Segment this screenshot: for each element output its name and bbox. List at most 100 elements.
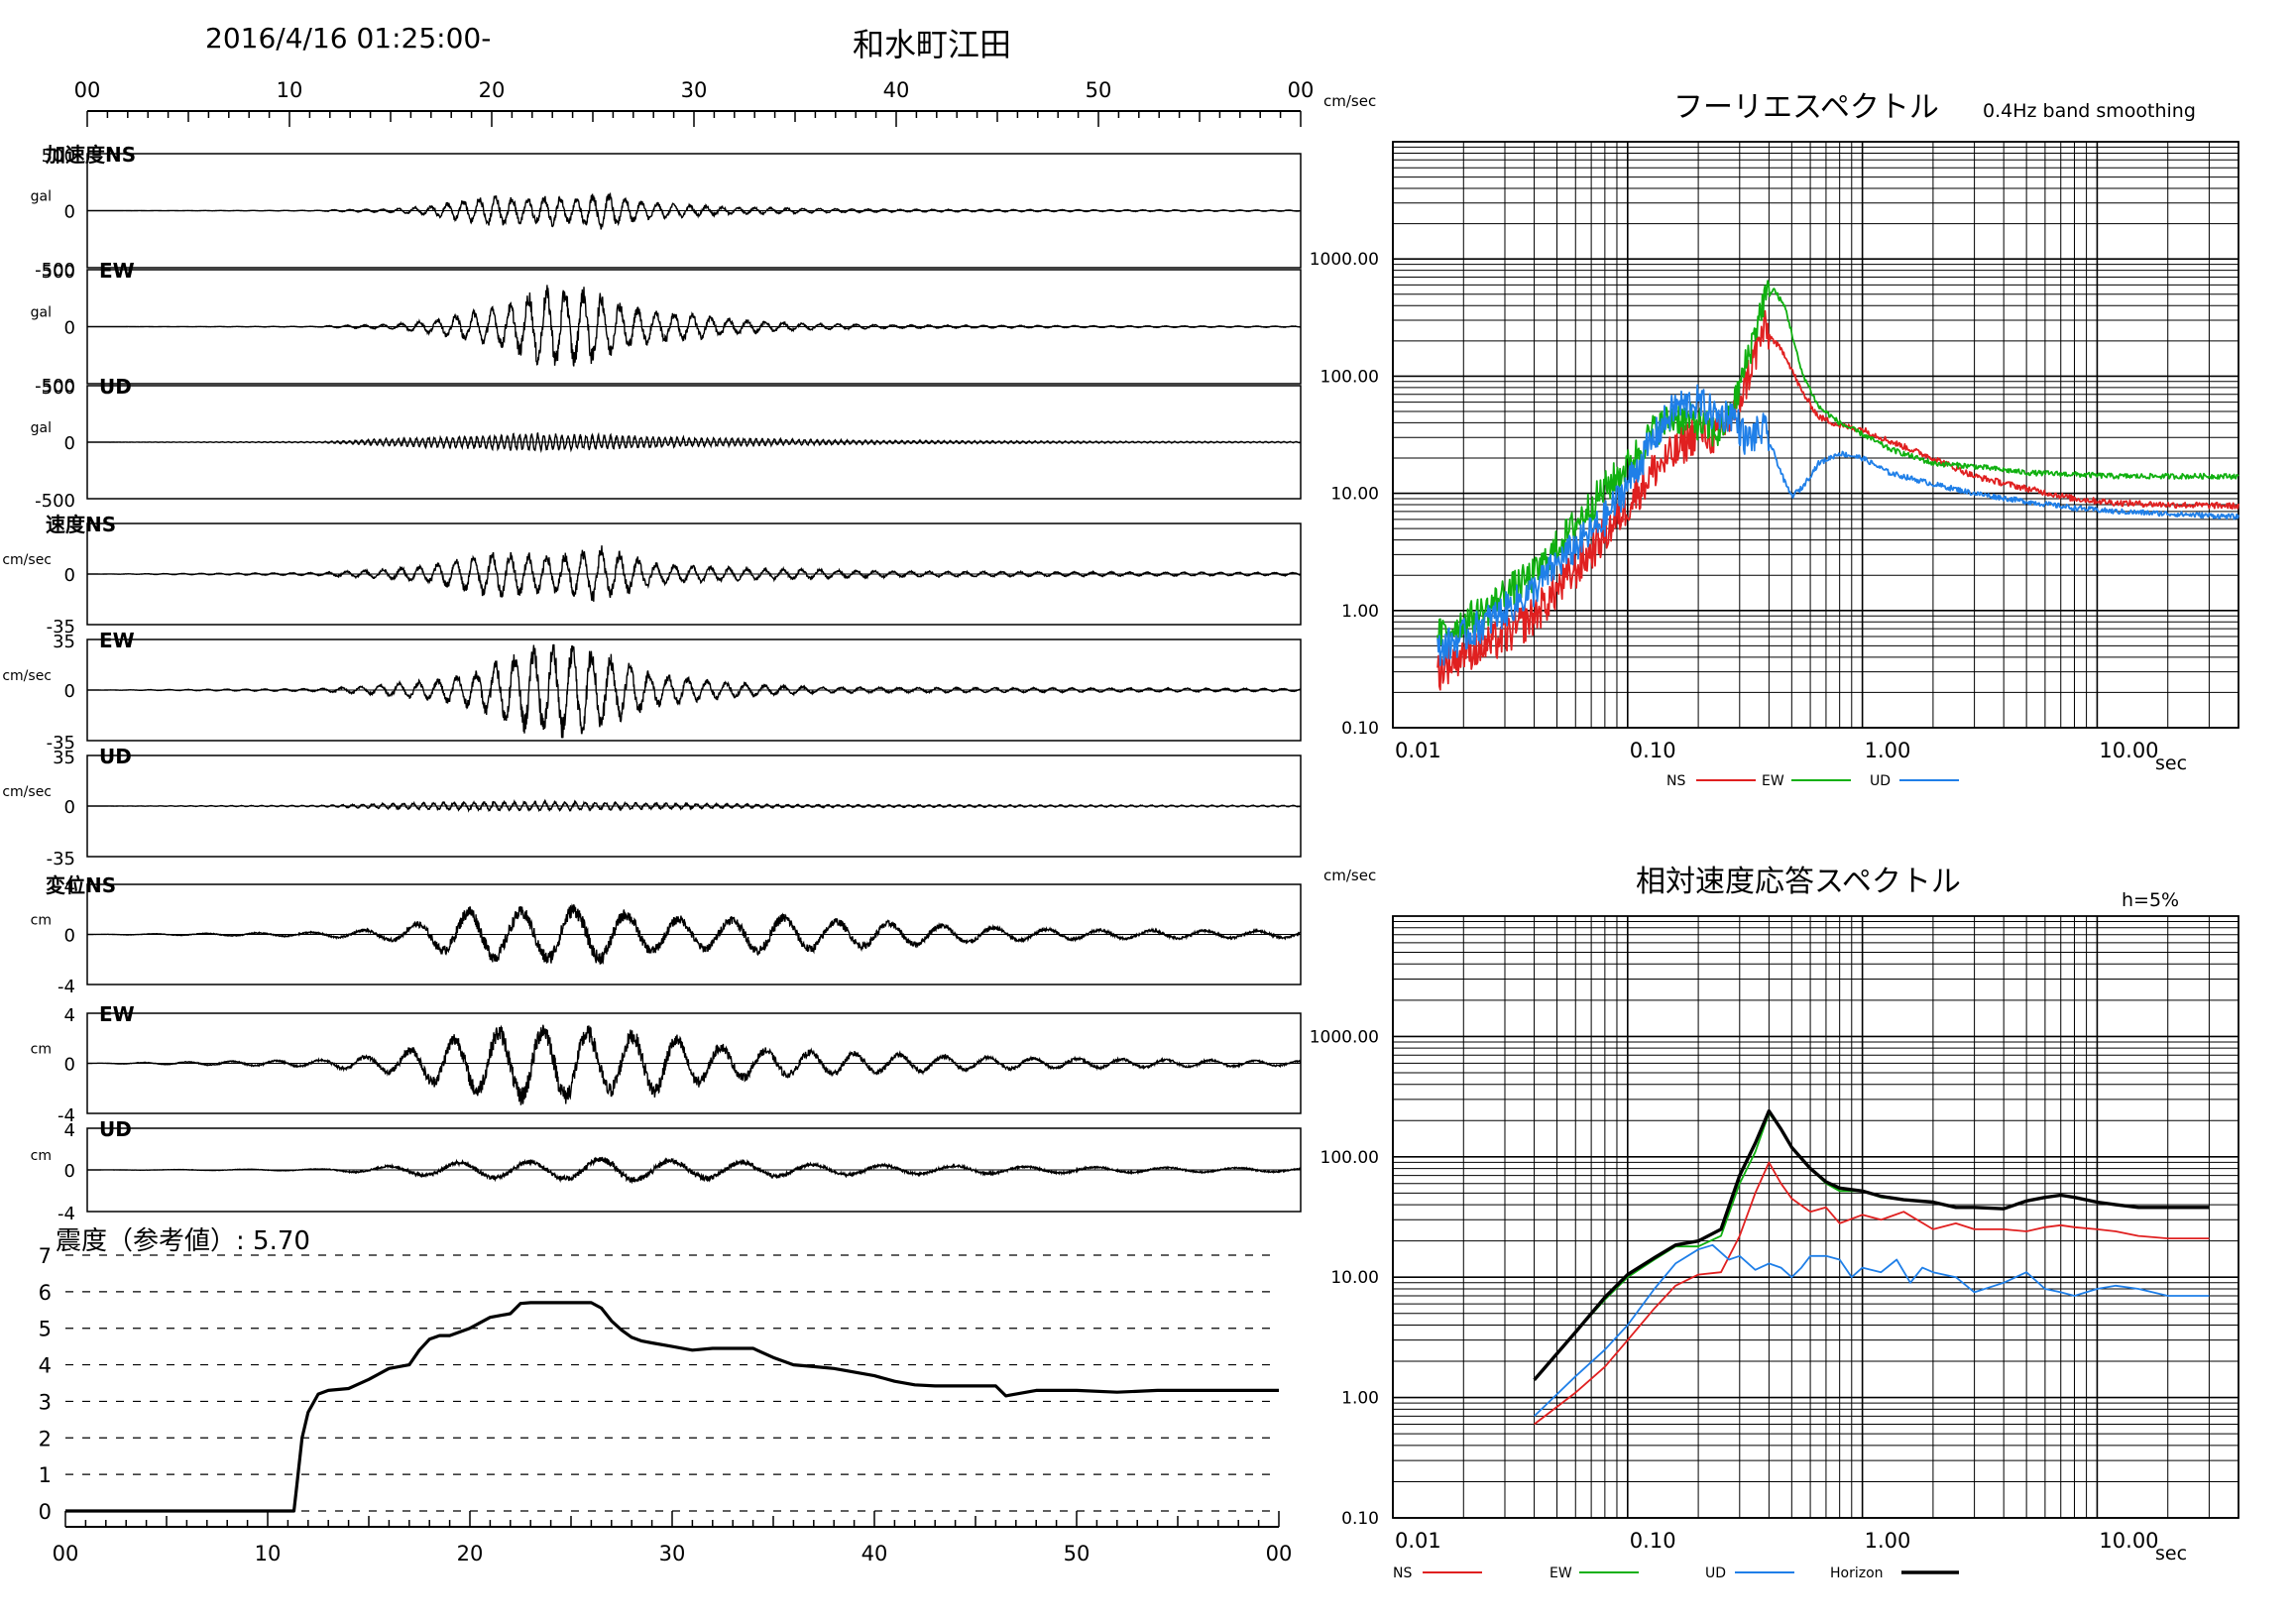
- channel-label: 変位NS: [46, 873, 116, 897]
- unit-label: cm/sec: [2, 784, 52, 800]
- bottom-time-axis-label: 50: [1064, 1542, 1091, 1565]
- waveform-vel_ns: 0 -35 cm/sec 速度NS: [2, 513, 1302, 638]
- unit-label: cm/sec: [2, 552, 52, 568]
- top-time-axis-label: 00: [1288, 78, 1315, 102]
- y-tick-label: 0: [64, 1055, 75, 1076]
- trace-line: [87, 1024, 1302, 1105]
- trace-line: [87, 643, 1301, 739]
- channel-label: EW: [99, 259, 135, 283]
- series-horizon: [1533, 1108, 2210, 1382]
- legend-label: EW: [1762, 773, 1784, 789]
- y-tick-label: 0: [64, 565, 75, 586]
- trace-line: [87, 285, 1301, 367]
- station-name: 和水町江田: [853, 26, 1012, 63]
- top-time-axis-label: 00: [74, 78, 101, 102]
- y-tick-label: 0: [64, 318, 75, 339]
- intensity-line: [65, 1301, 1279, 1513]
- bottom-time-axis-label: 30: [659, 1542, 686, 1565]
- y-tick-label: 0.10: [1341, 719, 1379, 739]
- series-ud: [1533, 1243, 2210, 1418]
- y-tick-label: 500: [42, 146, 75, 167]
- x-axis-label: sec: [2155, 1543, 2187, 1565]
- y-tick-label: -4: [57, 1105, 75, 1126]
- record-datetime: 2016/4/16 01:25:00-: [205, 22, 492, 55]
- chart-title: フーリエスペクトル: [1673, 90, 1939, 125]
- y-tick-label: 0: [64, 1161, 75, 1182]
- y-tick-label: 0.10: [1341, 1509, 1379, 1529]
- y-tick-label: 1.00: [1341, 1389, 1379, 1409]
- series-ns: [1534, 1161, 2210, 1426]
- series-ud: [1436, 384, 2239, 666]
- y-axis-label: cm/sec: [1323, 867, 1376, 884]
- legend-label: UD: [1870, 773, 1891, 789]
- waveform-disp_ew: 4 0 -4 cm EW: [31, 1002, 1302, 1126]
- series-ew: [1436, 280, 2239, 647]
- waveform-accel_ns: 500 0 -500 gal 加速度NS: [31, 143, 1302, 281]
- y-tick-label: 7: [39, 1244, 52, 1268]
- plot-frame: [1392, 915, 2239, 1519]
- y-tick-label: 1000.00: [1310, 1027, 1379, 1047]
- x-tick-label: 0.10: [1630, 1529, 1676, 1553]
- y-tick-label: 4: [39, 1354, 52, 1378]
- y-tick-label: 0: [64, 433, 75, 454]
- unit-label: gal: [31, 189, 52, 205]
- channel-label: EW: [99, 629, 135, 652]
- legend-label: NS: [1393, 1565, 1412, 1581]
- y-tick-label: 1: [39, 1463, 52, 1487]
- x-tick-label: 10.00: [2099, 739, 2158, 762]
- waveform-vel_ud: 35 0 -35 cm/sec UD: [2, 745, 1302, 869]
- legend-label: EW: [1550, 1565, 1572, 1581]
- legend: NS EW UD Horizon: [1393, 1565, 1959, 1581]
- bottom-time-axis: 00 10 20 30 40 50 00: [53, 1511, 1293, 1565]
- chart-subtitle: 0.4Hz band smoothing: [1983, 100, 2196, 122]
- bottom-time-axis-label: 10: [255, 1542, 282, 1565]
- y-tick-label: -4: [57, 1204, 75, 1224]
- y-tick-label: 4: [64, 876, 75, 897]
- unit-label: cm: [31, 913, 52, 929]
- y-tick-label: -35: [47, 849, 75, 869]
- channel-label: 加速度NS: [45, 143, 136, 167]
- intensity-title: 震度（参考値）: 5.70: [56, 1226, 310, 1256]
- waveform-accel_ud: 500 0 -500 gal UD: [31, 375, 1302, 512]
- series-ns: [1436, 309, 2239, 691]
- x-tick-label: 0.01: [1395, 1529, 1441, 1553]
- y-tick-label: 0: [64, 681, 75, 702]
- legend: NS EW UD: [1666, 773, 1959, 789]
- waveform-disp_ns: 4 0 -4 cm 変位NS: [31, 873, 1302, 997]
- channel-label: EW: [99, 1002, 135, 1026]
- waveform-accel_ew: 500 0 -500 gal EW: [31, 259, 1302, 397]
- x-tick-label: 0.01: [1395, 739, 1441, 762]
- y-tick-label: -500: [35, 491, 75, 512]
- y-tick-label: 35: [53, 632, 75, 652]
- y-tick-label: 3: [39, 1390, 52, 1414]
- bottom-time-axis-label: 00: [53, 1542, 79, 1565]
- spectrum-response_spectrum: 0.01 0.10 1.00 10.00 0.10 1.00 10.00 100.00 1000…: [1310, 865, 2239, 1581]
- legend-label: Horizon: [1830, 1565, 1884, 1581]
- y-tick-label: 0: [64, 202, 75, 223]
- channel-label: UD: [99, 375, 132, 399]
- y-tick-label: 6: [39, 1281, 52, 1305]
- y-tick-label: 10.00: [1330, 485, 1379, 505]
- top-time-axis-label: 20: [479, 78, 506, 102]
- x-tick-label: 0.10: [1630, 739, 1676, 762]
- y-tick-label: 5: [39, 1318, 52, 1341]
- y-tick-label: 4: [64, 1005, 75, 1026]
- plot-frame: [1392, 141, 2239, 729]
- unit-label: cm: [31, 1148, 52, 1164]
- y-tick-label: 0: [64, 926, 75, 947]
- trace-line: [87, 903, 1301, 965]
- y-tick-label: 0: [39, 1500, 52, 1524]
- y-tick-label: -500: [35, 260, 75, 281]
- y-axis-label: cm/sec: [1323, 92, 1376, 110]
- channel-label: UD: [99, 745, 132, 768]
- top-time-axis-label: 10: [277, 78, 303, 102]
- y-tick-label: 2: [39, 1427, 52, 1450]
- bottom-time-axis-label: 00: [1266, 1542, 1293, 1565]
- y-tick-label: 1000.00: [1310, 250, 1379, 270]
- trace-line: [87, 1156, 1302, 1185]
- x-axis-label: sec: [2155, 753, 2187, 774]
- unit-label: gal: [31, 420, 52, 436]
- x-tick-label: 1.00: [1865, 1529, 1911, 1553]
- bottom-time-axis-label: 20: [457, 1542, 484, 1565]
